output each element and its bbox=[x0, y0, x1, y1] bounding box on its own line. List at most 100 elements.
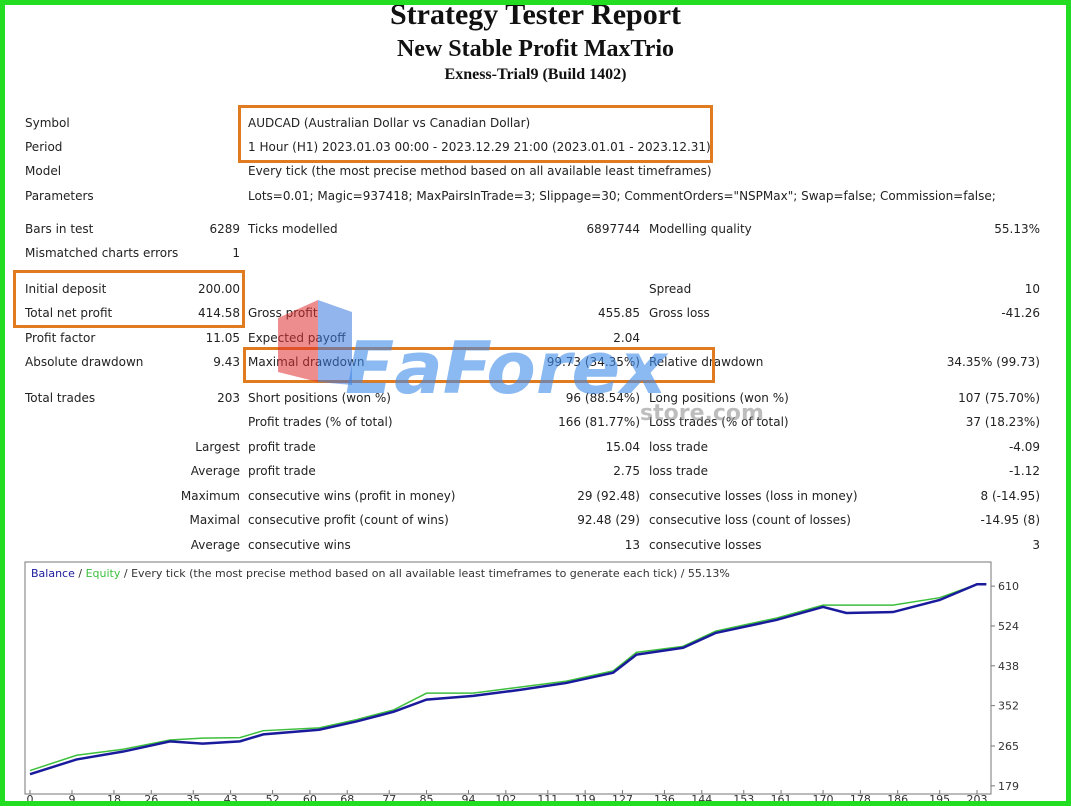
series-line bbox=[29, 583, 987, 772]
field-value: -1.12 bbox=[1008, 464, 1040, 478]
row-label: Total net profit bbox=[25, 306, 113, 320]
legend-separator: / bbox=[78, 567, 82, 580]
row-label: Mismatched charts errors bbox=[25, 246, 179, 260]
x-tick-label: 170 bbox=[813, 793, 834, 806]
x-tick-label: 35 bbox=[186, 793, 200, 806]
row-label: Profit factor bbox=[25, 331, 96, 345]
field-value: -4.09 bbox=[1008, 440, 1040, 454]
field-label: consecutive profit (count of wins) bbox=[248, 513, 449, 527]
field-value: 55.13% bbox=[994, 222, 1040, 236]
field-value: 455.85 bbox=[598, 306, 640, 320]
field-value: 13 bbox=[624, 538, 640, 552]
field-label: consecutive loss (count of losses) bbox=[649, 513, 851, 527]
x-tick-label: 85 bbox=[420, 793, 434, 806]
report-title: Strategy Tester Report bbox=[389, 0, 682, 31]
legend: Balance / Equity / Every tick (the most … bbox=[31, 567, 730, 580]
field-value: 10 bbox=[1024, 282, 1040, 296]
x-tick-label: 144 bbox=[691, 793, 712, 806]
row-value: 6289 bbox=[209, 222, 240, 236]
field-value: 2.04 bbox=[613, 331, 640, 345]
legend-balance: Balance bbox=[31, 567, 75, 580]
field-value: 6897744 bbox=[586, 222, 640, 236]
y-tick-label: 610 bbox=[998, 580, 1019, 593]
row-value: Largest bbox=[195, 440, 240, 454]
row-label: Period bbox=[25, 140, 63, 154]
row-value: Average bbox=[190, 538, 240, 552]
row-label: Bars in test bbox=[25, 222, 94, 236]
row-value: Maximum bbox=[180, 489, 240, 503]
field-label: Profit trades (% of total) bbox=[248, 415, 393, 429]
field-label: Long positions (won %) bbox=[649, 391, 789, 405]
row-value: 200.00 bbox=[198, 282, 240, 296]
row-value: Maximal bbox=[189, 513, 240, 527]
row-label: Initial deposit bbox=[25, 282, 107, 296]
legend-equity: Equity bbox=[86, 567, 121, 580]
series-line bbox=[29, 582, 987, 776]
row-value: 9.43 bbox=[213, 355, 240, 369]
x-tick-label: 52 bbox=[266, 793, 280, 806]
field-label: Every tick (the most precise method base… bbox=[248, 164, 712, 178]
highlight-box bbox=[243, 347, 715, 383]
field-value: -14.95 (8) bbox=[980, 513, 1041, 527]
server-info: Exness-Trial9 (Build 1402) bbox=[444, 66, 627, 83]
legend-description: / Every tick (the most precise method ba… bbox=[124, 567, 730, 580]
highlight-box bbox=[238, 105, 713, 163]
field-value: 37 (18.23%) bbox=[965, 415, 1040, 429]
field-value: 92.48 (29) bbox=[577, 513, 640, 527]
field-label: Gross loss bbox=[649, 306, 710, 320]
field-label: consecutive wins (profit in money) bbox=[248, 489, 456, 503]
x-tick-label: 68 bbox=[340, 793, 354, 806]
field-value: 29 (92.48) bbox=[577, 489, 640, 503]
report-subtitle: New Stable Profit MaxTrio bbox=[396, 36, 675, 62]
x-tick-label: 136 bbox=[654, 793, 675, 806]
x-tick-label: 77 bbox=[382, 793, 396, 806]
field-label: Ticks modelled bbox=[248, 222, 338, 236]
x-tick-label: 60 bbox=[303, 793, 317, 806]
field-label: Spread bbox=[649, 282, 692, 296]
y-tick-label: 179 bbox=[998, 780, 1019, 793]
x-tick-label: 102 bbox=[495, 793, 516, 806]
field-label: Modelling quality bbox=[649, 222, 752, 236]
row-label: Total trades bbox=[25, 391, 96, 405]
field-value: -41.26 bbox=[1001, 306, 1040, 320]
field-label: consecutive losses bbox=[649, 538, 762, 552]
row-label: Symbol bbox=[25, 116, 70, 130]
y-tick-label: 438 bbox=[998, 660, 1019, 673]
field-label: Lots=0.01; Magic=937418; MaxPairsInTrade… bbox=[248, 189, 996, 203]
plot-frame bbox=[24, 561, 992, 795]
row-value: 1 bbox=[232, 246, 240, 260]
field-label: loss trade bbox=[649, 440, 708, 454]
field-label: Loss trades (% of total) bbox=[649, 415, 789, 429]
field-label: profit trade bbox=[248, 464, 316, 478]
x-tick-label: 186 bbox=[887, 793, 908, 806]
x-tick-label: 26 bbox=[144, 793, 158, 806]
field-value: 2.75 bbox=[613, 464, 640, 478]
field-value: 96 (88.54%) bbox=[565, 391, 640, 405]
x-tick-label: 94 bbox=[462, 793, 476, 806]
field-label: Relative drawdown bbox=[649, 355, 764, 369]
x-tick-label: 18 bbox=[107, 793, 121, 806]
x-tick-label: 119 bbox=[575, 793, 596, 806]
row-value: Average bbox=[190, 464, 240, 478]
field-value: 166 (81.77%) bbox=[558, 415, 640, 429]
field-value: 8 (-14.95) bbox=[980, 489, 1041, 503]
field-label: AUDCAD (Australian Dollar vs Canadian Do… bbox=[248, 116, 531, 130]
row-label: Model bbox=[25, 164, 62, 178]
field-value: 34.35% (99.73) bbox=[946, 355, 1040, 369]
field-label: profit trade bbox=[248, 440, 316, 454]
field-label: consecutive losses (loss in money) bbox=[649, 489, 858, 503]
y-tick-label: 524 bbox=[998, 620, 1019, 633]
y-tick-label: 352 bbox=[998, 700, 1019, 713]
x-tick-label: 153 bbox=[733, 793, 754, 806]
x-tick-label: 111 bbox=[537, 793, 558, 806]
field-label: Short positions (won %) bbox=[248, 391, 391, 405]
field-label: loss trade bbox=[649, 464, 708, 478]
row-value: 414.58 bbox=[198, 306, 240, 320]
y-tick-label: 265 bbox=[998, 740, 1019, 753]
row-value: 203 bbox=[217, 391, 240, 405]
x-tick-label: 0 bbox=[27, 793, 34, 806]
field-value: 15.04 bbox=[605, 440, 640, 454]
x-tick-label: 195 bbox=[929, 793, 950, 806]
